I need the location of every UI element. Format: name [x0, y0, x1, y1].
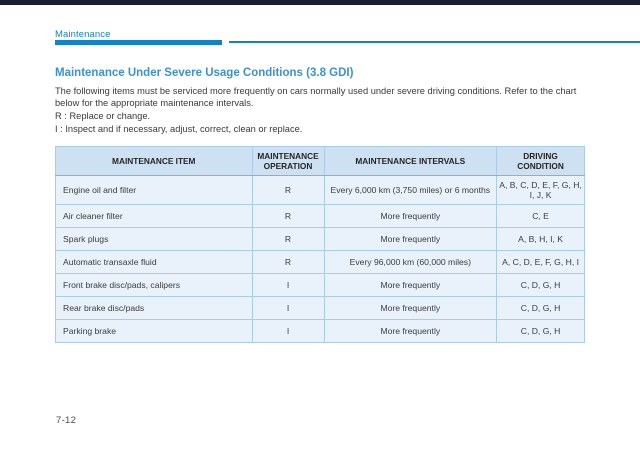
- table-row: Engine oil and filter R Every 6,000 km (…: [55, 175, 585, 205]
- legend-replace: R : Replace or change.: [55, 111, 151, 121]
- cell-interval: Every 6,000 km (3,750 miles) or 6 months: [323, 175, 498, 205]
- header-maintenance-intervals: MAINTENANCE INTERVALS: [323, 146, 498, 176]
- maintenance-table: MAINTENANCE ITEM MAINTENANCE OPERATION M…: [55, 146, 585, 343]
- table-row: Parking brake I More frequently C, D, G,…: [55, 319, 585, 343]
- cell-condition: A, B, C, D, E, F, G, H, I, J, K: [496, 175, 585, 205]
- breadcrumb-underline-thick: [55, 40, 222, 45]
- header-maintenance-item: MAINTENANCE ITEM: [55, 146, 253, 176]
- intro-paragraph: The following items must be serviced mor…: [55, 86, 577, 108]
- cell-condition: C, D, G, H: [496, 273, 585, 297]
- cell-item: Engine oil and filter: [55, 175, 253, 205]
- cell-interval: More frequently: [323, 227, 498, 251]
- cell-item: Spark plugs: [55, 227, 253, 251]
- cell-operation: I: [251, 273, 325, 297]
- table-row: Air cleaner filter R More frequently C, …: [55, 204, 585, 228]
- page-number: 7-12: [56, 415, 77, 426]
- cell-condition: A, C, D, E, F, G, H, I: [496, 250, 585, 274]
- cell-interval: More frequently: [323, 273, 498, 297]
- cell-item: Parking brake: [55, 319, 253, 343]
- cell-interval: More frequently: [323, 296, 498, 320]
- chapter-breadcrumb: Maintenance: [55, 29, 111, 40]
- section-title: Maintenance Under Severe Usage Condition…: [55, 67, 354, 79]
- cell-operation: R: [251, 175, 325, 205]
- cell-item: Automatic transaxle fluid: [55, 250, 253, 274]
- header-driving-condition: DRIVING CONDITION: [496, 146, 585, 176]
- cell-condition: A, B, H, I, K: [496, 227, 585, 251]
- cell-operation: I: [251, 319, 325, 343]
- cell-operation: I: [251, 296, 325, 320]
- cell-item: Air cleaner filter: [55, 204, 253, 228]
- table-row: Rear brake disc/pads I More frequently C…: [55, 296, 585, 320]
- cell-interval: More frequently: [323, 319, 498, 343]
- cell-condition: C, E: [496, 204, 585, 228]
- table-row: Automatic transaxle fluid R Every 96,000…: [55, 250, 585, 274]
- header-maintenance-operation: MAINTENANCE OPERATION: [251, 146, 325, 176]
- table-row: Spark plugs R More frequently A, B, H, I…: [55, 227, 585, 251]
- breadcrumb-underline-thin: [229, 41, 640, 43]
- table-row: Front brake disc/pads, calipers I More f…: [55, 273, 585, 297]
- cell-operation: R: [251, 250, 325, 274]
- cell-item: Front brake disc/pads, calipers: [55, 273, 253, 297]
- cell-item: Rear brake disc/pads: [55, 296, 253, 320]
- cell-interval: More frequently: [323, 204, 498, 228]
- cell-operation: R: [251, 227, 325, 251]
- cell-condition: C, D, G, H: [496, 296, 585, 320]
- cell-interval: Every 96,000 km (60,000 miles): [323, 250, 498, 274]
- legend-inspect: I : Inspect and if necessary, adjust, co…: [55, 124, 303, 134]
- top-edge-bar: [0, 0, 640, 5]
- table-header-row: MAINTENANCE ITEM MAINTENANCE OPERATION M…: [55, 146, 585, 176]
- cell-condition: C, D, G, H: [496, 319, 585, 343]
- cell-operation: R: [251, 204, 325, 228]
